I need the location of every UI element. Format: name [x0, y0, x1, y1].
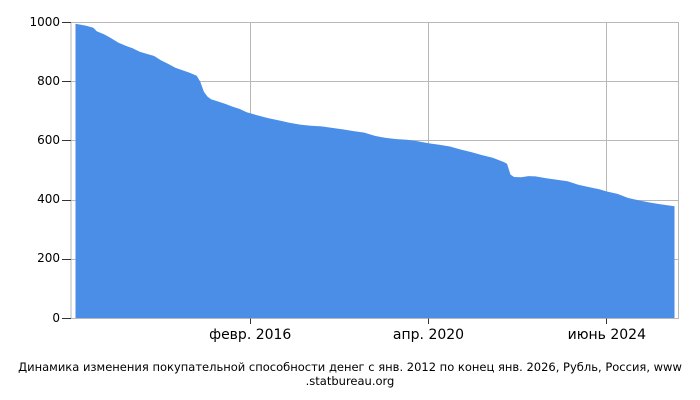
chart-title: Динамика изменения покупательной способн… — [0, 360, 700, 388]
plot-border — [70, 22, 679, 319]
chart-title-line-1: Динамика изменения покупательной способн… — [18, 360, 682, 374]
chart-title-line-2: .statbureau.org — [305, 373, 395, 388]
area-series-purchasing-power — [75, 23, 675, 319]
